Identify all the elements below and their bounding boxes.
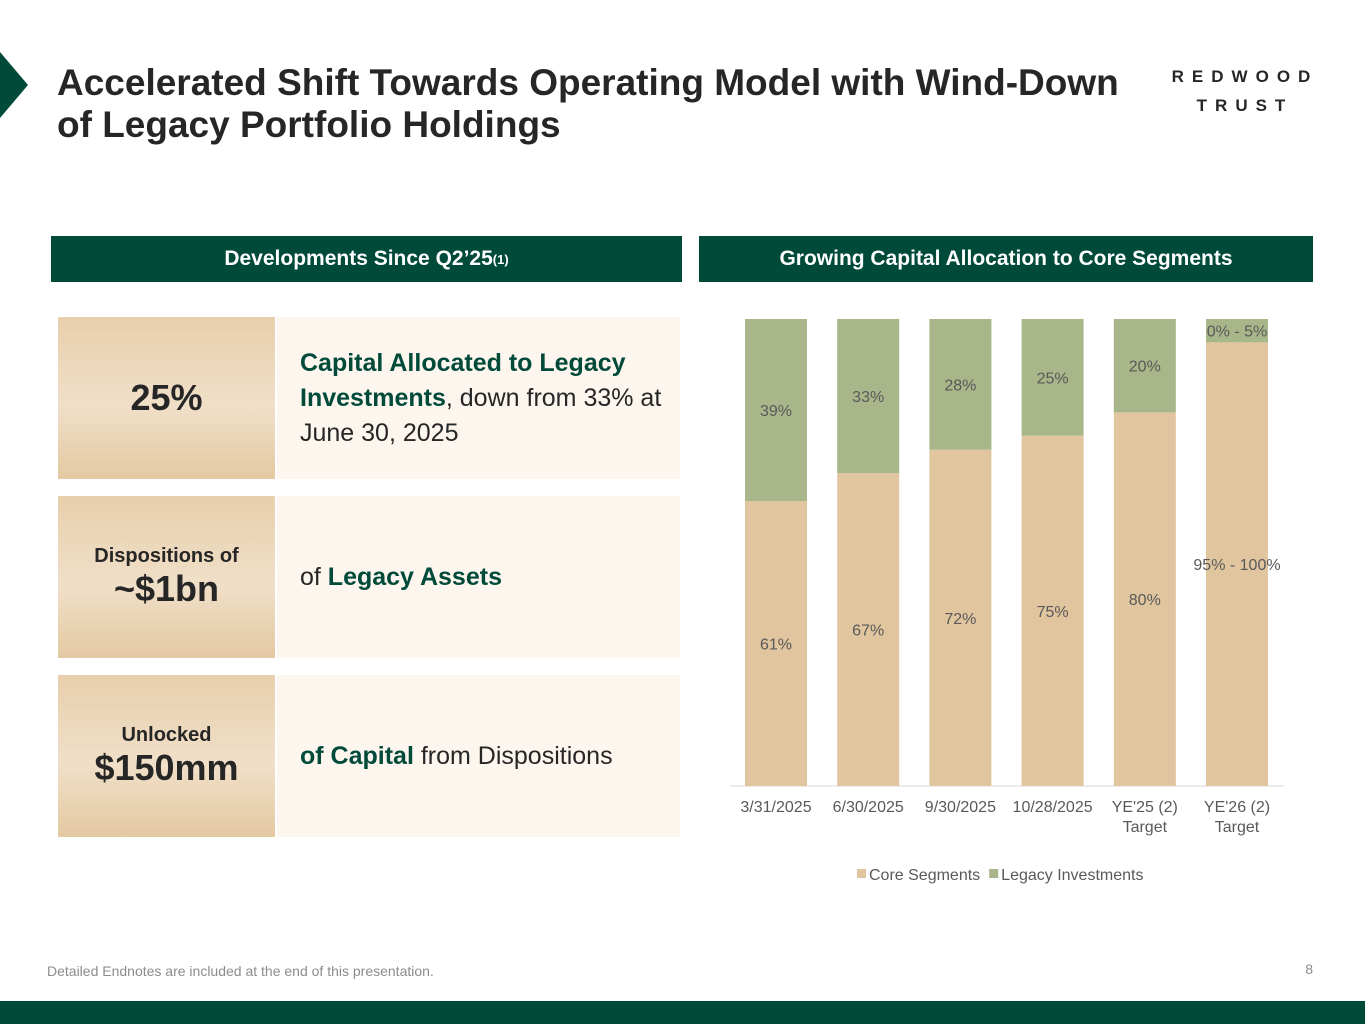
left-heading: Developments Since Q2’25 [224,247,493,270]
x-tick-label: 10/28/2025 [1013,799,1093,816]
stat-card-dispositions: Dispositions of ~$1bn [58,496,275,658]
bar-legacy [1206,319,1268,343]
data-label: 72% [944,611,976,628]
logo-line2: TRUST [1196,96,1294,115]
legend-swatch [989,869,999,878]
desc-rest: , down from 33% at June 30, 2025 [300,383,662,447]
x-tick-label: 3/31/2025 [740,799,811,816]
data-label: 28% [944,377,976,394]
desc-bold: Legacy Assets [327,562,502,591]
desc-card-unlocked: of Capital from Dispositions [277,675,680,837]
x-tick-label: Target [1215,819,1260,836]
desc-pre: of [300,562,328,591]
legend-label: Legacy Investments [1001,867,1143,884]
bar-core [745,501,807,786]
x-tick-label: Target [1123,819,1168,836]
desc-card-legacy-pct: Capital Allocated to Legacy Investments,… [277,317,680,479]
data-label: 61% [760,637,792,654]
data-label: 95% - 100% [1193,557,1280,574]
x-tick-label: 9/30/2025 [925,799,996,816]
data-label: 0% - 5% [1207,324,1267,341]
data-label: 39% [760,403,792,420]
data-label: 67% [852,623,884,640]
stat-value: 25% [130,377,203,418]
bar-core [1113,412,1176,786]
x-tick-label: 6/30/2025 [833,799,904,816]
bar-core [1206,342,1268,786]
bar-core [837,473,900,786]
x-tick-label: YE'25 (2) [1112,799,1178,816]
bottom-bar [0,1001,1365,1024]
desc-bold: of Capital [300,741,414,770]
page-title: Accelerated Shift Towards Operating Mode… [57,62,1119,145]
bar-legacy [1021,319,1084,436]
stat-label: Dispositions of [94,544,239,567]
bar-legacy [745,319,807,502]
bar-core [1021,435,1084,786]
right-panel-header: Growing Capital Allocation to Core Segme… [699,236,1313,282]
left-heading-note: (1) [492,251,509,267]
data-label: 75% [1037,604,1069,621]
endnote: Detailed Endnotes are included at the en… [47,963,434,979]
legend-label: Core Segments [869,867,980,884]
x-tick-label: YE'26 (2) [1204,799,1270,816]
data-label: 33% [852,389,884,406]
stat-card-unlocked: Unlocked $150mm [58,675,275,837]
stat-value: ~$1bn [113,567,220,609]
data-label: 80% [1129,592,1161,609]
bar-legacy [837,319,900,474]
bar-legacy [929,319,992,450]
logo-line1: REDWOOD [1171,67,1319,86]
desc-bold: Capital Allocated to Legacy Investments [300,348,626,412]
left-panel-header: Developments Since Q2’25 (1) [51,236,682,282]
stat-label: Unlocked [121,723,212,746]
desc-card-dispositions: of Legacy Assets [277,496,680,658]
bar-legacy [1113,319,1176,413]
arrow-icon [0,52,28,118]
page-number: 8 [1305,961,1313,977]
legend-swatch [857,869,866,878]
desc-rest: from Dispositions [413,741,613,770]
bar-core [929,449,992,786]
data-label: 25% [1037,370,1069,387]
stat-card-legacy-pct: 25% [58,317,275,479]
logo: REDWOOD TRUST [1170,62,1320,120]
data-label: 20% [1129,359,1161,376]
stat-value: $150mm [94,746,239,788]
